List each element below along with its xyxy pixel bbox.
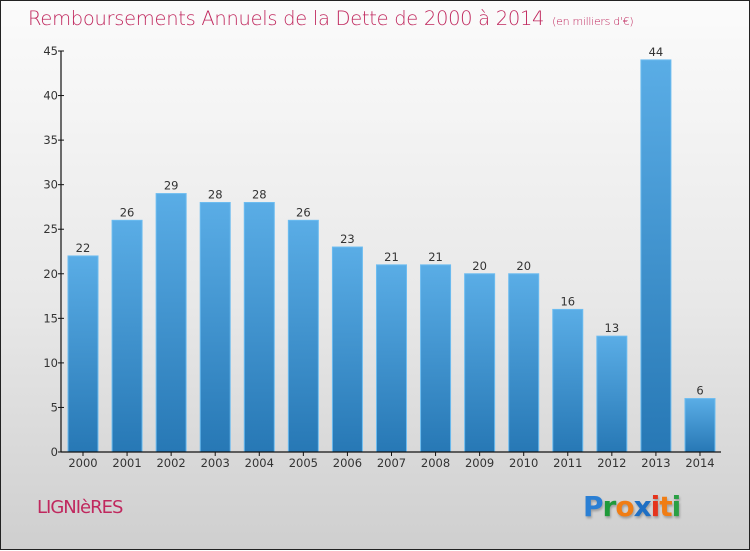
logo-letter: i: [650, 490, 661, 523]
x-tick-label-2008: 2008: [421, 456, 450, 470]
y-tick-label-0: 0: [51, 445, 58, 459]
bar-label-2001: 26: [120, 205, 135, 219]
bar-label-2002: 29: [164, 179, 179, 193]
bar-2004: [243, 201, 275, 453]
x-tick-label-2013: 2013: [641, 456, 670, 470]
bar-2006: [331, 246, 363, 453]
bar-label-2007: 21: [384, 250, 399, 264]
bar-2003: [199, 201, 231, 453]
logo-letter: i: [671, 490, 682, 523]
x-tick-label-2002: 2002: [156, 456, 185, 470]
x-tick-label-2010: 2010: [509, 456, 538, 470]
bar-2000: [67, 255, 99, 453]
x-tick-label-2003: 2003: [201, 456, 230, 470]
bar-2010: [508, 273, 540, 453]
y-tick-label-30: 30: [43, 178, 58, 192]
x-tick-label-2005: 2005: [289, 456, 318, 470]
bar-2013: [640, 59, 672, 453]
axes-group: 2000 2001 2002 2003 2004 2005 2006 2007 2008 2009…: [43, 44, 721, 470]
x-tick-label-2006: 2006: [333, 456, 362, 470]
y-tick-label-45: 45: [43, 44, 58, 58]
x-tick-label-2014: 2014: [685, 456, 714, 470]
y-tick-label-40: 40: [43, 89, 58, 103]
bar-2007: [375, 264, 407, 453]
logo-letter: P: [583, 490, 604, 523]
x-tick-label-2011: 2011: [553, 456, 582, 470]
proxiti-logo[interactable]: Proxiti: [583, 490, 682, 523]
logo-letter: t: [659, 490, 672, 523]
chart-title: Remboursements Annuels de la Dette de 20…: [28, 7, 634, 30]
y-tick-label-10: 10: [43, 356, 58, 370]
bar-label-2009: 20: [472, 259, 487, 273]
y-tick-label-5: 5: [51, 400, 58, 414]
bar-2009: [464, 273, 496, 453]
y-tick-label-35: 35: [43, 133, 58, 147]
bar-2014: [684, 398, 716, 453]
x-tick-label-2009: 2009: [465, 456, 494, 470]
bar-label-2010: 20: [516, 259, 531, 273]
bar-2005: [287, 219, 319, 453]
bar-label-2004: 28: [252, 187, 267, 201]
bar-label-2011: 16: [560, 294, 575, 308]
y-tick-label-25: 25: [43, 222, 58, 236]
y-tick-label-20: 20: [43, 267, 58, 281]
x-tick-label-2004: 2004: [245, 456, 274, 470]
bar-2011: [552, 308, 584, 453]
bar-label-2013: 44: [649, 45, 664, 59]
bar-label-2003: 28: [208, 187, 223, 201]
bar-label-2012: 13: [605, 321, 620, 335]
x-tick-label-2007: 2007: [377, 456, 406, 470]
x-tick-label-2012: 2012: [597, 456, 626, 470]
bar-label-2005: 26: [296, 205, 311, 219]
logo-letter: x: [633, 490, 652, 523]
bar-2008: [420, 264, 452, 453]
bar-2001: [111, 219, 143, 453]
bar-label-2000: 22: [76, 241, 91, 255]
logo-letter: o: [615, 490, 634, 523]
title-unit: (en milliers d'€): [552, 15, 634, 28]
bar-2002: [155, 193, 187, 453]
logo-letter: r: [602, 490, 617, 523]
y-tick-label-15: 15: [43, 311, 58, 325]
bar-label-2006: 23: [340, 232, 355, 246]
x-tick-label-2000: 2000: [68, 456, 97, 470]
commune-name: LIGNIèRES: [37, 497, 123, 518]
bar-label-2014: 6: [696, 384, 703, 398]
title-main: Remboursements Annuels de la Dette de 20…: [28, 7, 545, 30]
bar-label-2008: 21: [428, 250, 443, 264]
bar-2012: [596, 335, 628, 453]
x-tick-label-2001: 2001: [112, 456, 141, 470]
bars-group: 22 26 29 28 28 26 23 21 21 20 20 16 13 44 6: [67, 45, 716, 453]
